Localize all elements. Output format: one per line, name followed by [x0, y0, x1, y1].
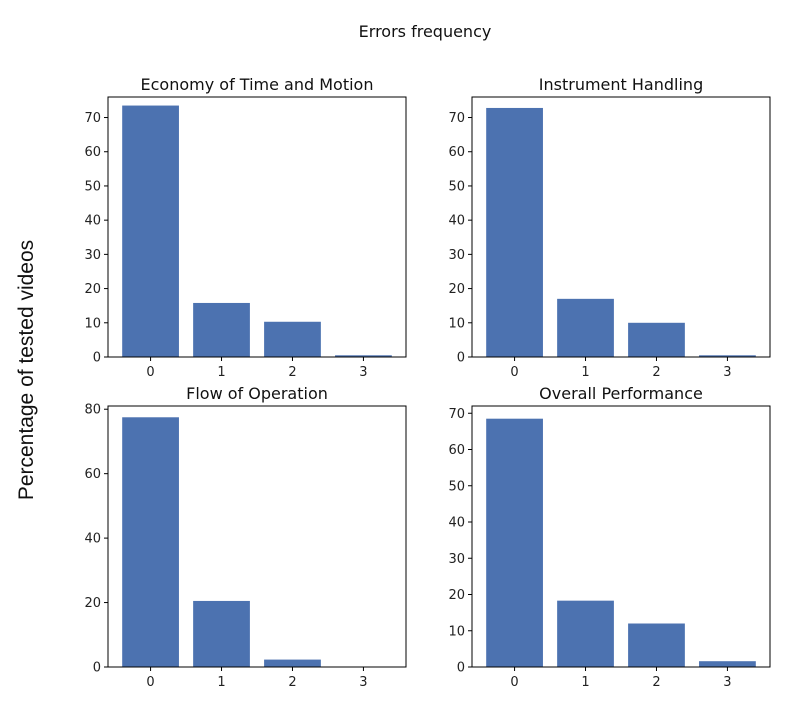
x-tick-label: 0 [510, 675, 518, 690]
bar [264, 659, 321, 667]
bar [557, 298, 614, 357]
y-tick-label: 70 [448, 111, 465, 126]
y-tick-label: 20 [84, 282, 101, 297]
y-tick-label: 20 [84, 596, 101, 611]
subplot-title: Overall Performance [539, 384, 703, 403]
bar [699, 355, 756, 357]
x-tick-label: 3 [359, 365, 367, 380]
y-tick-label: 10 [448, 316, 465, 331]
bar [335, 355, 392, 357]
bar [486, 107, 543, 357]
y-tick-label: 10 [84, 316, 101, 331]
bar [122, 417, 179, 667]
y-tick-label: 30 [84, 248, 101, 263]
subplot-title: Instrument Handling [539, 75, 703, 94]
x-tick-label: 2 [652, 675, 660, 690]
bar [699, 661, 756, 667]
x-tick-label: 0 [146, 365, 154, 380]
y-tick-label: 70 [84, 111, 101, 126]
bar [628, 623, 685, 667]
y-tick-label: 20 [448, 588, 465, 603]
x-tick-label: 0 [146, 675, 154, 690]
axes-frame [107, 96, 407, 358]
bar [486, 418, 543, 667]
y-tick-label: 50 [448, 479, 465, 494]
x-tick-label: 3 [723, 365, 731, 380]
x-tick-label: 1 [581, 365, 589, 380]
x-tick-label: 1 [581, 675, 589, 690]
x-tick-label: 0 [510, 365, 518, 380]
y-tick-label: 60 [448, 443, 465, 458]
y-tick-label: 10 [448, 624, 465, 639]
y-tick-label: 30 [448, 552, 465, 567]
bar [557, 600, 614, 667]
bar [628, 322, 685, 357]
y-tick-label: 0 [457, 661, 465, 676]
x-tick-label: 1 [217, 365, 225, 380]
y-tick-label: 50 [84, 179, 101, 194]
subplot-title: Flow of Operation [186, 384, 328, 403]
subplot-title: Economy of Time and Motion [141, 75, 374, 94]
x-tick-label: 2 [288, 675, 296, 690]
y-tick-label: 40 [84, 532, 101, 547]
y-tick-label: 80 [84, 403, 101, 418]
x-tick-label: 3 [723, 675, 731, 690]
y-tick-label: 0 [93, 661, 101, 676]
x-tick-label: 1 [217, 675, 225, 690]
y-tick-label: 0 [457, 351, 465, 366]
y-tick-label: 40 [84, 214, 101, 229]
y-tick-label: 0 [93, 351, 101, 366]
y-tick-label: 60 [84, 145, 101, 160]
subplot: 0 1 2 3 0 20 40 60 80 Flow of Operation [84, 384, 407, 690]
y-tick-label: 50 [448, 179, 465, 194]
figure-suptitle: Errors frequency [359, 22, 492, 41]
bar [264, 321, 321, 357]
y-tick-label: 60 [84, 467, 101, 482]
y-tick-label: 70 [448, 407, 465, 422]
x-tick-label: 2 [652, 365, 660, 380]
x-tick-label: 2 [288, 365, 296, 380]
y-tick-label: 30 [448, 248, 465, 263]
axes-frame [471, 96, 771, 358]
bar [122, 105, 179, 357]
bar [193, 600, 250, 667]
figure-ylabel: Percentage of tested videos [15, 240, 38, 500]
y-tick-label: 20 [448, 282, 465, 297]
axes-frame [471, 405, 771, 668]
axes-frame [107, 405, 407, 668]
y-tick-label: 40 [448, 214, 465, 229]
y-tick-label: 40 [448, 516, 465, 531]
x-tick-label: 3 [359, 675, 367, 690]
bar [193, 302, 250, 357]
y-tick-label: 60 [448, 145, 465, 160]
